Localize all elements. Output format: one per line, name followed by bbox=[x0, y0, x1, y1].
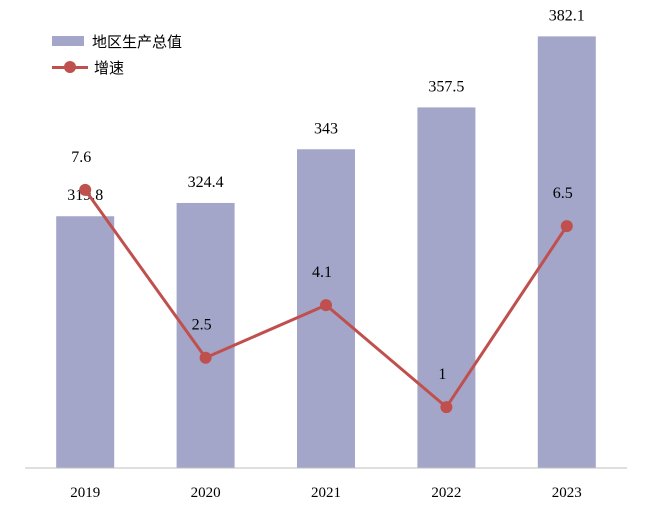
legend-label-bar: 地区生产总值 bbox=[92, 32, 183, 51]
legend-item-line: 增速 bbox=[52, 56, 182, 78]
legend-item-bar: 地区生产总值 bbox=[52, 30, 182, 52]
line-series-group bbox=[79, 183, 573, 414]
bar-label-2021: 343 bbox=[314, 120, 338, 137]
x-tick-2021: 2021 bbox=[311, 485, 341, 501]
legend-bar-swatch bbox=[52, 36, 84, 46]
x-tick-2020: 2020 bbox=[191, 485, 221, 501]
line-point-2022 bbox=[440, 401, 453, 414]
line-label-2020: 2.5 bbox=[192, 317, 212, 334]
bar-2023 bbox=[537, 36, 596, 468]
line-label-2023: 6.5 bbox=[553, 185, 573, 202]
legend-line-swatch bbox=[52, 60, 88, 74]
line-label-2022: 1 bbox=[438, 366, 446, 383]
x-tick-2023: 2023 bbox=[552, 485, 582, 501]
line-point-2019 bbox=[79, 183, 92, 196]
x-tick-2019: 2019 bbox=[70, 485, 100, 501]
x-tick-2022: 2022 bbox=[431, 485, 461, 501]
line-label-2019: 7.6 bbox=[71, 149, 91, 166]
bar-2020 bbox=[176, 202, 235, 468]
bar-2022 bbox=[417, 107, 476, 468]
data-labels-group: 7.6 2.5 4.1 1 6.5 bbox=[71, 149, 573, 383]
line-point-2020 bbox=[199, 351, 212, 364]
line-point-2021 bbox=[320, 299, 332, 312]
line-label-2021: 4.1 bbox=[312, 264, 332, 281]
legend-label-line: 增速 bbox=[94, 58, 125, 77]
bar-label-2023: 382.1 bbox=[549, 7, 585, 24]
x-tick-labels-group: 2019 2020 2021 2022 2023 bbox=[70, 485, 582, 501]
bar-2019 bbox=[56, 216, 115, 468]
legend: 地区生产总值 增速 bbox=[52, 30, 182, 82]
bar-label-2022: 357.5 bbox=[428, 78, 464, 95]
bar-label-2020: 324.4 bbox=[188, 174, 224, 191]
line-point-2023 bbox=[560, 220, 573, 233]
